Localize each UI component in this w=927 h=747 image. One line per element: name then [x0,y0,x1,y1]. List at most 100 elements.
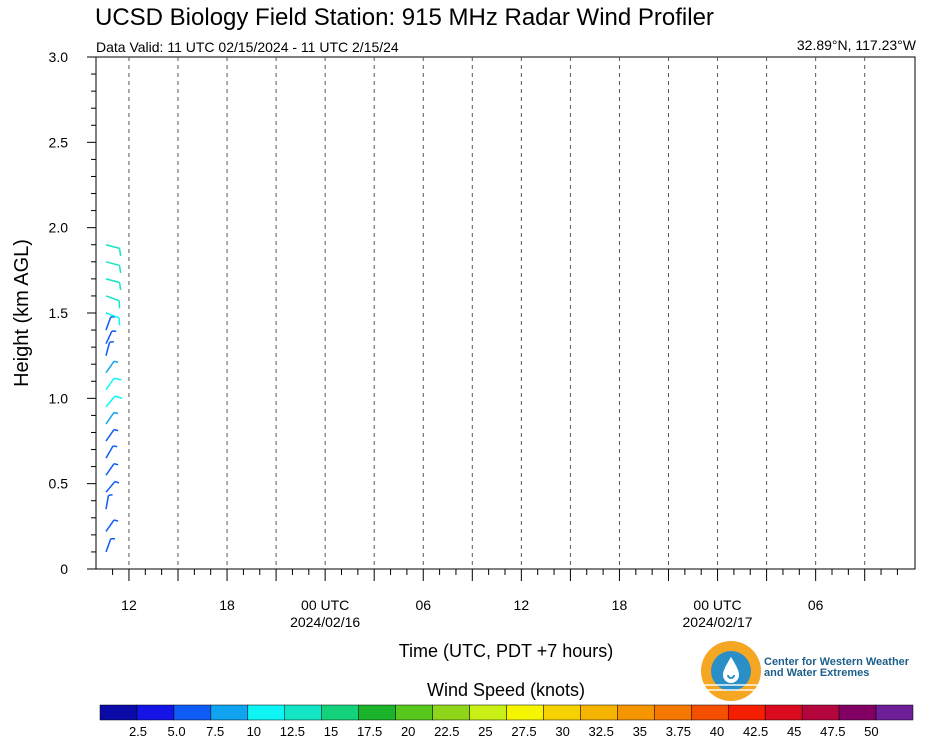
colorbar-label: 25 [478,724,492,739]
x-tick-label: 00 UTC [693,597,741,613]
colorbar-swatch [654,704,692,721]
wind-barb-feather [118,248,122,257]
wind-barb-half-feather [113,428,119,432]
x-tick-label: 12 [514,597,530,613]
colorbar-swatch [691,704,729,721]
logo-text-line1: Center for Western Weather [764,656,910,668]
wind-barb-half-feather [114,480,120,484]
colorbar-label: 22.5 [434,724,459,739]
wind-barb-shaft [105,312,120,319]
colorbar-label: 3.75 [666,724,691,739]
wind-barb-shaft [105,495,110,510]
colorbar-label: 7.5 [206,724,224,739]
chart-title: UCSD Biology Field Station: 915 MHz Rada… [95,4,714,31]
colorbar-label: 30 [555,724,569,739]
data-valid-range: Data Valid: 11 UTC 02/15/2024 - 11 UTC 2… [96,39,399,55]
colorbar-swatch [580,704,618,721]
colorbar-swatch [210,704,249,721]
colorbar-label: 47.5 [820,724,845,739]
y-tick-label: 0 [60,561,68,577]
colorbar-label: 20 [401,724,415,739]
colorbar-swatch [99,704,138,721]
y-tick-label: 0.5 [49,476,69,492]
logo-text: Center for Western Weather and Water Ext… [764,657,909,679]
x-tick-label: 18 [612,597,628,613]
colorbar-label: 17.5 [357,724,382,739]
colorbar-swatch [284,704,322,721]
colorbar-label: 40 [710,724,724,739]
wind-barb-shaft [105,295,120,302]
wind-barb-half-feather [113,519,119,522]
wind-barb-shaft [105,278,120,284]
x-tick-label: 06 [415,597,431,613]
colorbar-swatch [764,704,803,721]
colorbar-swatch [838,704,877,721]
wind-barb-half-feather [108,493,113,497]
wind-barb-shaft [105,463,115,476]
colorbar-title: Wind Speed (knots) [427,680,585,700]
colorbar-label: 42.5 [743,724,768,739]
wind-barb-half-feather [113,411,119,415]
colorbar-swatch [321,704,359,721]
colorbar-swatch [801,704,840,721]
x-tick-sublabel: 2024/02/16 [290,614,360,630]
colorbar-swatch [173,704,212,721]
colorbar-swatch [727,704,766,721]
y-tick-label: 1.0 [49,390,69,406]
x-tick-label: 06 [808,597,824,613]
plot-frame [95,56,916,570]
colorbar-label: 27.5 [511,724,536,739]
x-tick-label: 18 [219,597,235,613]
colorbar-label: 35 [633,724,647,739]
wind-barb-feather [118,282,122,291]
colorbar-label: 50 [864,724,878,739]
colorbar-swatch [469,704,507,721]
wind-barb-feather [114,395,123,400]
colorbar-label: 45 [787,724,801,739]
wind-barb-feather [118,265,122,274]
station-coordinates: 32.89°N, 117.23°W [796,37,916,53]
colorbar-label: 15 [324,724,338,739]
colorbar-label: 32.5 [589,724,614,739]
colorbar-swatch [506,704,544,721]
wind-barb-shaft [105,480,116,493]
y-tick-label: 2.0 [49,220,69,236]
colorbar-label: 2.5 [129,724,147,739]
colorbar-swatch [247,704,286,721]
colorbar-swatch [875,704,914,721]
colorbar-swatch [432,704,470,721]
wind-barb-shaft [105,538,112,553]
wind-barb-half-feather [112,445,118,448]
y-tick-label: 1.5 [49,305,69,321]
x-tick-sublabel: 2024/02/17 [683,614,753,630]
wind-barb-half-feather [113,360,119,364]
wind-barb-shaft [105,316,112,331]
y-axis-label: Height (km AGL) [11,239,33,387]
x-tick-label: 00 UTC [301,597,349,613]
wind-barb-shaft [105,445,114,459]
logo-text-line2: and Water Extremes [764,667,870,679]
wind-barb-feather [113,377,122,381]
wind-barb-shaft [105,429,115,442]
wind-barb-shaft [105,244,120,250]
water-drop-logo-icon [701,641,761,701]
y-tick-label: 2.5 [49,134,69,150]
wind-barb-shaft [105,412,115,425]
colorbar-swatch [543,704,581,721]
wind-barb-shaft [105,341,111,356]
wind-barb-shaft [105,519,115,532]
wind-barb-shaft [105,330,113,345]
wind-barb-shaft [105,395,116,408]
wind-barb-shaft [105,377,115,391]
wind-barb-half-feather [113,462,119,466]
colorbar-label: 5.0 [168,724,186,739]
colorbar-swatch [395,704,433,721]
colorbar-label: 10 [247,724,261,739]
x-tick-label: 12 [121,597,137,613]
colorbar-swatch [617,704,655,721]
colorbar-label: 12.5 [280,724,305,739]
wind-barb-shaft [105,360,115,374]
y-tick-label: 3.0 [49,49,69,65]
colorbar-swatch [358,704,396,721]
